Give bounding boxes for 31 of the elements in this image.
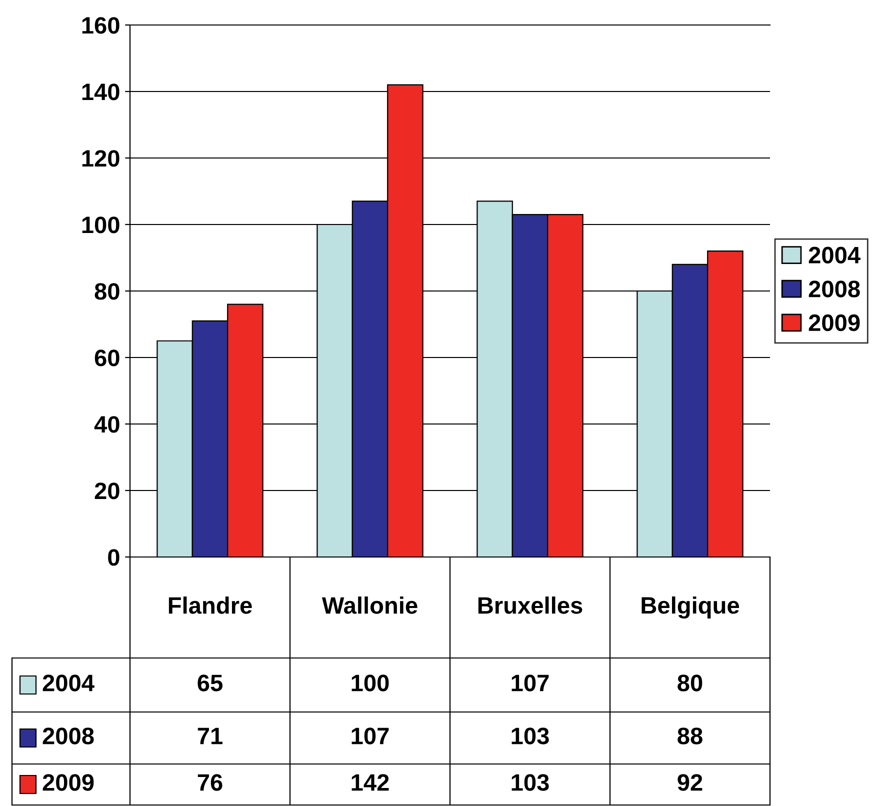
data-label: 88: [678, 728, 702, 744]
data-label: 103: [512, 774, 549, 791]
text: 2008: [42, 728, 94, 744]
x-tick-label: Bruxelles: [478, 596, 582, 614]
data-label: 142: [352, 774, 389, 791]
x-tick-label: Belgique: [642, 596, 740, 619]
y-tick-label: 40: [94, 416, 120, 433]
data-label: 107: [512, 674, 549, 692]
data-label: 80: [678, 674, 702, 692]
data-label: 92: [678, 774, 702, 791]
data-label: 65: [198, 674, 222, 692]
data-label: 71: [198, 728, 222, 744]
data-label: 103: [512, 728, 549, 744]
text: 2004: [808, 246, 860, 264]
y-tick-label: 120: [82, 150, 120, 167]
legend-label: 2004: [42, 674, 94, 692]
data-label: 76: [198, 774, 222, 791]
y-tick-label: 0: [108, 549, 120, 566]
legend-label: 2009: [808, 314, 860, 332]
x-tick-label: Flandre: [168, 596, 252, 614]
data-label: 100: [352, 674, 389, 692]
y-tick-label: 140: [82, 84, 120, 100]
y-tick-label: 60: [94, 350, 120, 366]
y-tick-label: 20: [94, 482, 120, 500]
data-label: 107: [352, 728, 389, 744]
text: 2009: [42, 774, 94, 791]
y-tick-label: 160: [82, 17, 120, 34]
x-tick-label: Wallonie: [322, 596, 418, 614]
y-tick-label: 100: [82, 216, 120, 234]
y-tick-label: 80: [94, 283, 120, 300]
legend-label: 2008: [808, 280, 860, 298]
